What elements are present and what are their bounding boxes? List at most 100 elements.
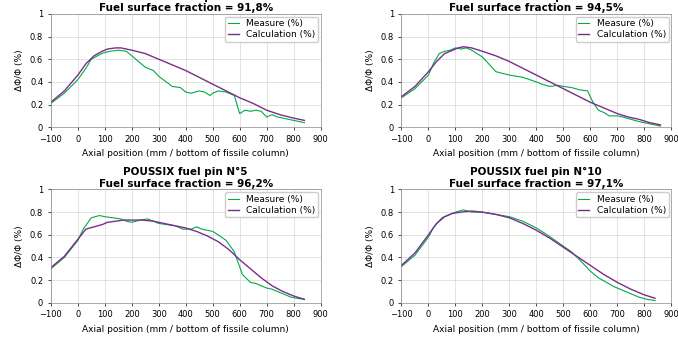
Calculation (%): [117, 46, 125, 50]
Calculation (%): [624, 115, 632, 119]
Measure (%): [643, 297, 651, 301]
Calculation (%): [222, 89, 231, 93]
Measure (%): [96, 213, 104, 218]
Measure (%): [546, 84, 554, 88]
Calculation (%): [519, 66, 527, 70]
Measure (%): [209, 91, 217, 95]
Calculation (%): [613, 111, 621, 116]
Measure (%): [656, 124, 664, 128]
Measure (%): [155, 221, 163, 226]
Calculation (%): [460, 45, 468, 49]
Measure (%): [127, 220, 136, 224]
Measure (%): [74, 78, 82, 82]
Calculation (%): [424, 70, 433, 74]
Measure (%): [586, 269, 595, 273]
Measure (%): [273, 289, 281, 293]
Measure (%): [576, 88, 584, 92]
Title: POUSSIX fuel pin N°5
Fuel surface fraction = 96,2%: POUSSIX fuel pin N°5 Fuel surface fracti…: [98, 167, 273, 189]
Calculation (%): [411, 251, 419, 255]
Measure (%): [430, 61, 438, 65]
Calculation (%): [449, 211, 457, 215]
Measure (%): [47, 101, 55, 105]
Measure (%): [424, 73, 433, 77]
Measure (%): [532, 226, 540, 230]
Measure (%): [626, 117, 635, 121]
Calculation (%): [104, 220, 112, 224]
X-axis label: Axial position (mm / bottom of fissile column): Axial position (mm / bottom of fissile c…: [433, 325, 640, 334]
Measure (%): [479, 210, 487, 214]
Calculation (%): [546, 236, 554, 240]
Measure (%): [473, 52, 481, 56]
Measure (%): [163, 222, 171, 227]
Measure (%): [168, 84, 176, 88]
Calculation (%): [492, 54, 500, 58]
Measure (%): [554, 83, 562, 87]
Calculation (%): [600, 272, 608, 277]
Calculation (%): [149, 219, 157, 223]
Measure (%): [532, 80, 540, 84]
Measure (%): [222, 238, 231, 243]
Measure (%): [543, 233, 551, 237]
Measure (%): [187, 91, 195, 95]
Calculation (%): [605, 108, 613, 112]
Measure (%): [47, 267, 55, 271]
Line: Measure (%): Measure (%): [401, 210, 655, 300]
Calculation (%): [597, 105, 605, 109]
Calculation (%): [411, 84, 419, 88]
Calculation (%): [635, 117, 643, 121]
Calculation (%): [290, 116, 298, 120]
Measure (%): [626, 292, 635, 296]
Calculation (%): [457, 210, 465, 214]
Calculation (%): [160, 221, 168, 226]
Calculation (%): [203, 234, 212, 238]
Measure (%): [452, 46, 460, 50]
Measure (%): [640, 120, 648, 125]
Calculation (%): [111, 219, 119, 223]
Measure (%): [446, 48, 454, 52]
Measure (%): [462, 46, 471, 50]
Calculation (%): [441, 52, 449, 56]
Calculation (%): [74, 237, 82, 242]
Measure (%): [201, 90, 209, 94]
Measure (%): [122, 49, 130, 53]
Measure (%): [252, 108, 260, 112]
Legend: Measure (%), Calculation (%): Measure (%), Calculation (%): [576, 17, 669, 42]
Calculation (%): [586, 263, 595, 268]
Measure (%): [505, 73, 513, 77]
Calculation (%): [559, 245, 567, 250]
Measure (%): [179, 227, 187, 231]
Calculation (%): [104, 47, 112, 51]
Calculation (%): [214, 239, 222, 244]
Calculation (%): [119, 218, 127, 222]
Calculation (%): [257, 276, 265, 280]
Calculation (%): [613, 280, 621, 284]
Measure (%): [576, 258, 584, 262]
Title: POUSSIX fuel pin N°2
Fuel surface fraction = 91,8%: POUSSIX fuel pin N°2 Fuel surface fracti…: [98, 0, 273, 13]
Calculation (%): [559, 87, 567, 91]
Measure (%): [108, 216, 117, 220]
Measure (%): [149, 219, 157, 223]
Line: Measure (%): Measure (%): [51, 215, 304, 299]
Measure (%): [60, 255, 68, 260]
Legend: Measure (%), Calculation (%): Measure (%), Calculation (%): [225, 17, 318, 42]
Measure (%): [284, 117, 292, 121]
Measure (%): [241, 108, 249, 112]
Calculation (%): [141, 52, 149, 56]
Calculation (%): [479, 210, 487, 214]
Measure (%): [457, 47, 465, 51]
Measure (%): [279, 116, 287, 120]
Calculation (%): [82, 62, 90, 66]
Calculation (%): [300, 118, 308, 122]
Calculation (%): [532, 228, 540, 232]
Measure (%): [492, 70, 500, 74]
Calculation (%): [209, 82, 217, 86]
Measure (%): [117, 217, 125, 221]
Calculation (%): [573, 254, 581, 259]
Measure (%): [292, 296, 300, 300]
Measure (%): [645, 122, 654, 126]
Measure (%): [268, 113, 276, 117]
Calculation (%): [98, 49, 106, 53]
Y-axis label: ΔΦ/Φ (%): ΔΦ/Φ (%): [366, 50, 375, 92]
Measure (%): [262, 286, 271, 290]
Measure (%): [287, 295, 295, 299]
